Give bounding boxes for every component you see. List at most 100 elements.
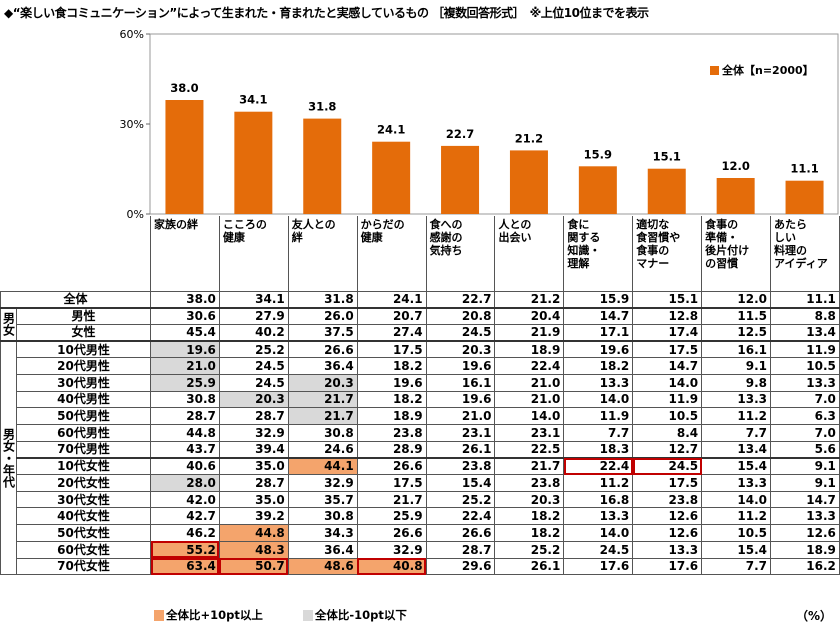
table-cell: 13.4 bbox=[701, 440, 772, 459]
table-cell: 24.1 bbox=[356, 290, 427, 309]
table-cell: 7.7 bbox=[563, 424, 634, 442]
bar-value-label: 15.1 bbox=[653, 150, 681, 164]
bar-value-label: 31.8 bbox=[308, 100, 336, 114]
table-cell: 11.9 bbox=[632, 390, 703, 409]
bar bbox=[441, 145, 480, 214]
table-cell: 26.0 bbox=[287, 306, 358, 325]
legend-minus-swatch bbox=[302, 610, 313, 621]
table-cell: 25.9 bbox=[150, 373, 220, 392]
table-cell: 19.6 bbox=[425, 390, 496, 409]
table-cell: 16.1 bbox=[701, 340, 772, 359]
bar-value-label: 38.0 bbox=[170, 81, 198, 95]
table-cell: 23.1 bbox=[425, 424, 496, 442]
table-cell: 11.5 bbox=[701, 306, 772, 325]
column-header-line: しい bbox=[774, 231, 797, 244]
table-cell: 40.8 bbox=[356, 557, 427, 576]
table-cell: 20.3 bbox=[218, 390, 289, 409]
table-cell: 8.8 bbox=[770, 306, 840, 325]
table-cell: 27.4 bbox=[356, 323, 427, 342]
table-cell: 34.1 bbox=[218, 290, 289, 309]
table-cell: 20.7 bbox=[356, 306, 427, 325]
table-row: 70代男性 43.7 39.4 24.6 28.9 26.1 22.5 18.3 12.7 13.… bbox=[1, 440, 840, 459]
table-cell: 30.6 bbox=[150, 306, 220, 325]
table-cell: 15.4 bbox=[701, 456, 772, 476]
y-tick-label: 0% bbox=[127, 208, 144, 219]
column-header-line: 感謝の bbox=[429, 231, 463, 244]
table-cell: 38.0 bbox=[150, 290, 220, 309]
column-header-line: からだの bbox=[360, 218, 405, 231]
table-row: 男女・年代 10代男性 19.6 25.2 26.6 17.5 20.3 18.9 19.6 17… bbox=[0, 340, 840, 576]
table-cell: 26.6 bbox=[356, 524, 427, 542]
table-cell: 25.2 bbox=[218, 340, 289, 359]
row-label: 10代女性 bbox=[16, 456, 151, 476]
table-cell: 14.7 bbox=[770, 490, 840, 509]
column-header-line: 食事の bbox=[636, 244, 670, 257]
column-header-line: 家族の絆 bbox=[154, 218, 198, 231]
table-cell: 11.2 bbox=[563, 474, 634, 492]
table-cell: 17.5 bbox=[356, 340, 427, 359]
table-row: 女性 45.4 40.2 37.5 27.4 24.5 21.9 17.1 17.4 12.5 13… bbox=[1, 323, 840, 342]
table-cell: 48.6 bbox=[287, 557, 358, 576]
table-cell: 30.8 bbox=[150, 390, 220, 409]
table-cell: 32.9 bbox=[287, 474, 358, 492]
table-cell: 19.6 bbox=[563, 340, 634, 359]
row-label: 70代女性 bbox=[16, 557, 151, 576]
table-cell: 20.3 bbox=[494, 490, 565, 509]
table-cell: 20.4 bbox=[494, 306, 565, 325]
column-header-line: 知識・ bbox=[567, 244, 601, 257]
table-cell: 22.5 bbox=[494, 440, 565, 459]
table-cell: 14.7 bbox=[632, 357, 703, 375]
column-header-line: こころの bbox=[222, 218, 267, 231]
table-cell: 26.1 bbox=[494, 557, 565, 576]
y-tick-label: 60% bbox=[120, 28, 144, 41]
table-cell: 7.7 bbox=[701, 557, 772, 576]
table-cell: 27.9 bbox=[218, 306, 289, 325]
table-cell: 21.7 bbox=[494, 456, 565, 476]
table-cell: 21.7 bbox=[287, 390, 358, 409]
legend-minus-label: 全体比-10pt以下 bbox=[314, 608, 407, 622]
group-label-gender-age: 男女・年代 bbox=[0, 340, 17, 576]
table-cell: 28.7 bbox=[218, 407, 289, 425]
column-header: 食事の 準備・ 後片付け の習慣 bbox=[701, 216, 772, 292]
table-cell: 16.8 bbox=[563, 490, 634, 509]
data-table: 家族の絆 こころの 健康 友人との絆からだの 健康 食への 感謝の 気持ち 人との 出会い 食に 関す… bbox=[0, 216, 840, 576]
table-cell: 10.5 bbox=[632, 407, 703, 425]
column-header-line: あたら bbox=[774, 218, 808, 231]
table-cell: 21.0 bbox=[425, 407, 496, 425]
table-cell: 18.2 bbox=[356, 357, 427, 375]
table-cell: 45.4 bbox=[150, 323, 220, 342]
table-row: 30代男性 25.9 24.5 20.3 19.6 16.1 21.0 13.3 14.0 9.8… bbox=[1, 373, 840, 392]
bar-value-label: 11.1 bbox=[790, 162, 818, 176]
table-cell: 21.2 bbox=[494, 290, 565, 309]
bar-value-label: 12.0 bbox=[721, 159, 749, 173]
table-cell: 35.7 bbox=[287, 490, 358, 509]
table-cell: 17.4 bbox=[632, 323, 703, 342]
table-cell: 13.3 bbox=[770, 373, 840, 392]
column-header-line: 絆 bbox=[291, 231, 303, 244]
column-header-line: 食習慣や bbox=[636, 231, 681, 244]
column-header-line: 食に bbox=[567, 218, 590, 231]
bar-value-label: 21.2 bbox=[515, 131, 543, 145]
table-cell: 37.5 bbox=[287, 323, 358, 342]
table-cell: 15.4 bbox=[701, 540, 772, 559]
table-cell: 16.1 bbox=[425, 373, 496, 392]
row-label: 20代男性 bbox=[16, 357, 151, 375]
row-label: 20代女性 bbox=[16, 474, 151, 492]
column-header-line: 食事の bbox=[705, 218, 739, 231]
table-cell: 21.0 bbox=[150, 357, 220, 375]
table-cell: 28.7 bbox=[425, 540, 496, 559]
table-cell: 13.3 bbox=[563, 507, 634, 526]
table-cell: 24.5 bbox=[425, 323, 496, 342]
table-cell: 11.2 bbox=[701, 507, 772, 526]
column-header-line: アイディア bbox=[774, 257, 828, 270]
table-cell: 44.8 bbox=[150, 424, 220, 442]
row-label: 60代男性 bbox=[16, 424, 151, 442]
row-label: 70代男性 bbox=[16, 440, 151, 459]
table-cell: 31.8 bbox=[287, 290, 358, 309]
row-label: 50代男性 bbox=[16, 407, 151, 425]
column-header-line: 準備・ bbox=[705, 231, 739, 244]
table-cell: 12.8 bbox=[632, 306, 703, 325]
table-cell: 7.7 bbox=[701, 424, 772, 442]
table-cell: 14.0 bbox=[701, 490, 772, 509]
table-cell: 13.3 bbox=[701, 474, 772, 492]
